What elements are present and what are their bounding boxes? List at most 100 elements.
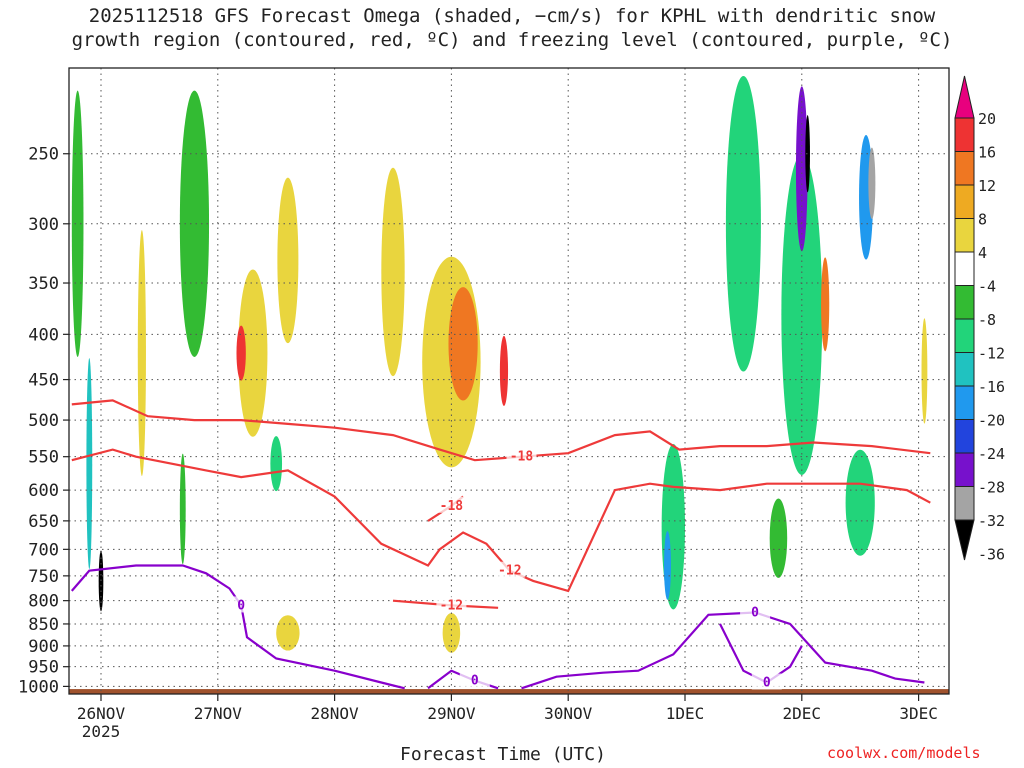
omega-cell-2 — [277, 177, 299, 344]
plot-frame — [68, 67, 950, 695]
omega-cell-27 — [921, 318, 928, 424]
dgz-contour-0 — [71, 399, 931, 462]
colorbar-label-13: -36 — [978, 546, 1005, 564]
x-tick-label-4: 30NOV — [544, 704, 593, 723]
freezing-contour-0 — [70, 564, 405, 690]
x-axis-label: Forecast Time (UTC) — [400, 744, 606, 765]
x-tick-label-0: 26NOV — [77, 704, 126, 723]
omega-cell-17 — [663, 531, 671, 600]
x-tick-label-5: 1DEC — [666, 704, 705, 723]
colorbar-bottom-arrow — [954, 519, 975, 561]
y-tick-label-3: 400 — [28, 325, 59, 345]
omega-cell-14 — [179, 453, 186, 565]
y-tick-label-15: 1000 — [18, 677, 59, 697]
colorbar-segment-8 — [954, 352, 975, 387]
watermark[interactable]: coolwx.com/models — [827, 744, 981, 762]
y-tick-label-4: 450 — [28, 371, 59, 391]
colorbar: 20 16 12 8 4 -4 -8 -12 -16 -20 -24 -28 -32 -36 — [954, 75, 1005, 564]
omega-cell-19 — [781, 154, 823, 475]
colorbar-label-0: 20 — [978, 110, 996, 128]
dgz-label-bg-3 — [436, 496, 467, 513]
omega-cell-25 — [769, 498, 788, 578]
freezing-label-bg-1 — [459, 671, 490, 688]
colorbar-label-8: -16 — [978, 378, 1005, 396]
freezing-label-0: 0 — [237, 598, 245, 613]
omega-cell-12 — [71, 90, 84, 357]
omega-cell-5 — [448, 287, 478, 401]
omega-cell-7 — [137, 230, 146, 477]
colorbar-label-3: 8 — [978, 211, 987, 229]
plot-area: 2503003504004505005506006507007508008509… — [18, 67, 950, 741]
colorbar-label-2: 12 — [978, 177, 996, 195]
colorbar-label-1: 16 — [978, 144, 996, 162]
colorbar-label-6: -8 — [978, 311, 996, 329]
colorbar-top-arrow — [954, 75, 975, 119]
colorbar-label-10: -24 — [978, 445, 1005, 463]
terrain-surface — [69, 689, 949, 694]
dgz-contour-1 — [71, 448, 931, 593]
colorbar-segment-2 — [954, 151, 975, 186]
colorbar-segment-10 — [954, 419, 975, 454]
omega-cell-23 — [868, 147, 876, 219]
colorbar-segment-4 — [954, 218, 975, 253]
omega-cell-26 — [821, 257, 830, 352]
omega-shading — [69, 76, 949, 694]
freezing-label-1: 0 — [471, 674, 479, 689]
colorbar-segment-3 — [954, 184, 975, 219]
colorbar-segment-12 — [954, 486, 975, 521]
colorbar-label-4: 4 — [978, 244, 987, 262]
colorbar-segment-7 — [954, 318, 975, 353]
freezing-label-2: 0 — [751, 605, 759, 620]
omega-cell-13 — [179, 90, 210, 357]
y-tick-label-12: 850 — [28, 615, 59, 635]
omega-cell-6 — [499, 335, 509, 406]
colorbar-segment-1 — [954, 117, 975, 152]
omega-cell-3 — [381, 167, 405, 377]
freezing-contours: 0 0 0 0 — [70, 564, 925, 691]
y-tick-label-14: 950 — [28, 658, 59, 678]
omega-cell-21 — [805, 115, 810, 193]
colorbar-label-5: -4 — [978, 278, 996, 296]
x-tick-label-6: 2DEC — [783, 704, 822, 723]
x-tick-label-2: 28NOV — [311, 704, 360, 723]
dgz-label-2: -12 — [440, 598, 463, 613]
y-tick-label-13: 900 — [28, 637, 59, 657]
dgz-label-bg-2 — [436, 596, 467, 613]
x-tick-label-1: 27NOV — [194, 704, 243, 723]
dgz-label-3: -18 — [440, 499, 464, 514]
colorbar-segment-6 — [954, 285, 975, 320]
omega-cell-18 — [725, 76, 761, 372]
y-tick-label-7: 600 — [28, 481, 59, 501]
dgz-label-0: -18 — [510, 450, 534, 465]
y-tick-label-11: 800 — [28, 592, 59, 612]
omega-cell-8 — [276, 615, 300, 651]
omega-cell-24 — [845, 449, 875, 556]
colorbar-label-12: -32 — [978, 512, 1005, 530]
y-tick-label-0: 250 — [28, 145, 59, 165]
omega-cell-9 — [442, 612, 461, 653]
y-tick-label-1: 300 — [28, 215, 59, 235]
x-year-label: 2025 — [82, 722, 121, 741]
y-tick-label-9: 700 — [28, 540, 59, 560]
freezing-label-bg-3 — [751, 673, 782, 690]
dgz-contours: -18 -12 -12 -18 — [71, 399, 931, 613]
omega-cell-20 — [795, 86, 808, 252]
y-tick-label-6: 550 — [28, 448, 59, 468]
omega-cell-15 — [270, 436, 283, 492]
y-tick-label-8: 650 — [28, 512, 59, 532]
omega-cell-1 — [236, 325, 246, 381]
colorbar-label-7: -12 — [978, 345, 1005, 363]
dgz-label-bg-0 — [506, 447, 537, 464]
y-tick-label-2: 350 — [28, 274, 59, 294]
x-tick-label-3: 29NOV — [427, 704, 476, 723]
dgz-label-1: -12 — [498, 564, 521, 579]
x-tick-label-7: 3DEC — [899, 704, 938, 723]
freezing-label-bg-0 — [226, 596, 257, 613]
y-tick-label-5: 500 — [28, 411, 59, 431]
freezing-contour-2 — [521, 611, 925, 690]
dgz-label-bg-1 — [494, 561, 525, 578]
freezing-label-bg-2 — [740, 603, 771, 620]
title-line-1: 2025112518 GFS Forecast Omega (shaded, −… — [88, 5, 936, 27]
colorbar-segment-11 — [954, 452, 975, 487]
